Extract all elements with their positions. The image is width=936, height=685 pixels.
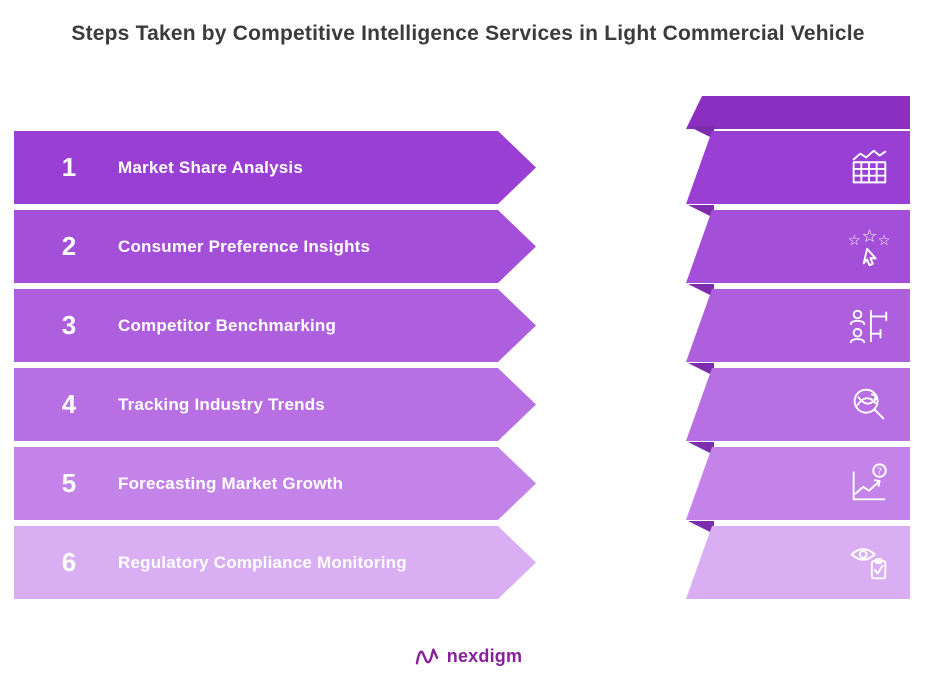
ribbon-cap	[686, 96, 910, 129]
svg-text:☆: ☆	[848, 233, 861, 249]
brand-name: nexdigm	[446, 645, 523, 666]
ribbon-segment-3	[686, 289, 910, 362]
step-number: 2	[61, 231, 77, 261]
ribbon-segment-5: ?	[686, 447, 910, 520]
brand-footer: nexdigm	[0, 645, 936, 667]
magnifier-trend-icon	[853, 388, 885, 419]
svg-text:☆: ☆	[878, 233, 891, 249]
stars-rating-icon: ☆ ☆ ☆	[848, 226, 891, 266]
step-label: Competitor Benchmarking	[118, 315, 337, 335]
step-banner-6: 6 Regulatory Compliance Monitoring	[14, 526, 536, 599]
forecast-question-icon: ?	[852, 462, 887, 500]
ribbon-segment-1	[686, 131, 910, 204]
step-banner-5: 5 Forecasting Market Growth	[14, 447, 536, 520]
step-label: Tracking Industry Trends	[118, 394, 325, 414]
step-number: 6	[61, 547, 77, 577]
table-chart-icon	[852, 149, 887, 183]
step-label: Consumer Preference Insights	[118, 236, 371, 256]
page-title: Steps Taken by Competitive Intelligence …	[71, 22, 865, 45]
nexdigm-logo-icon	[415, 648, 439, 665]
svg-text:☆: ☆	[861, 226, 877, 247]
step-number: 3	[61, 310, 77, 340]
step-banner-4: 4 Tracking Industry Trends	[14, 368, 536, 441]
step-number: 5	[61, 468, 77, 498]
step-number: 4	[61, 389, 77, 419]
ribbon-segment-4	[686, 368, 910, 441]
icon-ribbon: ☆ ☆ ☆	[686, 96, 910, 603]
step-label: Regulatory Compliance Monitoring	[118, 552, 407, 572]
step-banner-3: 3 Competitor Benchmarking	[14, 289, 536, 362]
step-label: Market Share Analysis	[118, 157, 303, 177]
step-banner-1: 1 Market Share Analysis	[14, 131, 536, 204]
ribbon-segment-2: ☆ ☆ ☆	[686, 210, 910, 283]
svg-text:?: ?	[877, 466, 882, 477]
step-label: Forecasting Market Growth	[118, 473, 344, 493]
ribbon-segment-6	[686, 526, 910, 599]
people-benchmark-icon	[849, 309, 888, 343]
eye-compliance-icon	[850, 547, 887, 579]
step-number: 1	[61, 152, 77, 182]
step-banner-2: 2 Consumer Preference Insights	[14, 210, 536, 283]
